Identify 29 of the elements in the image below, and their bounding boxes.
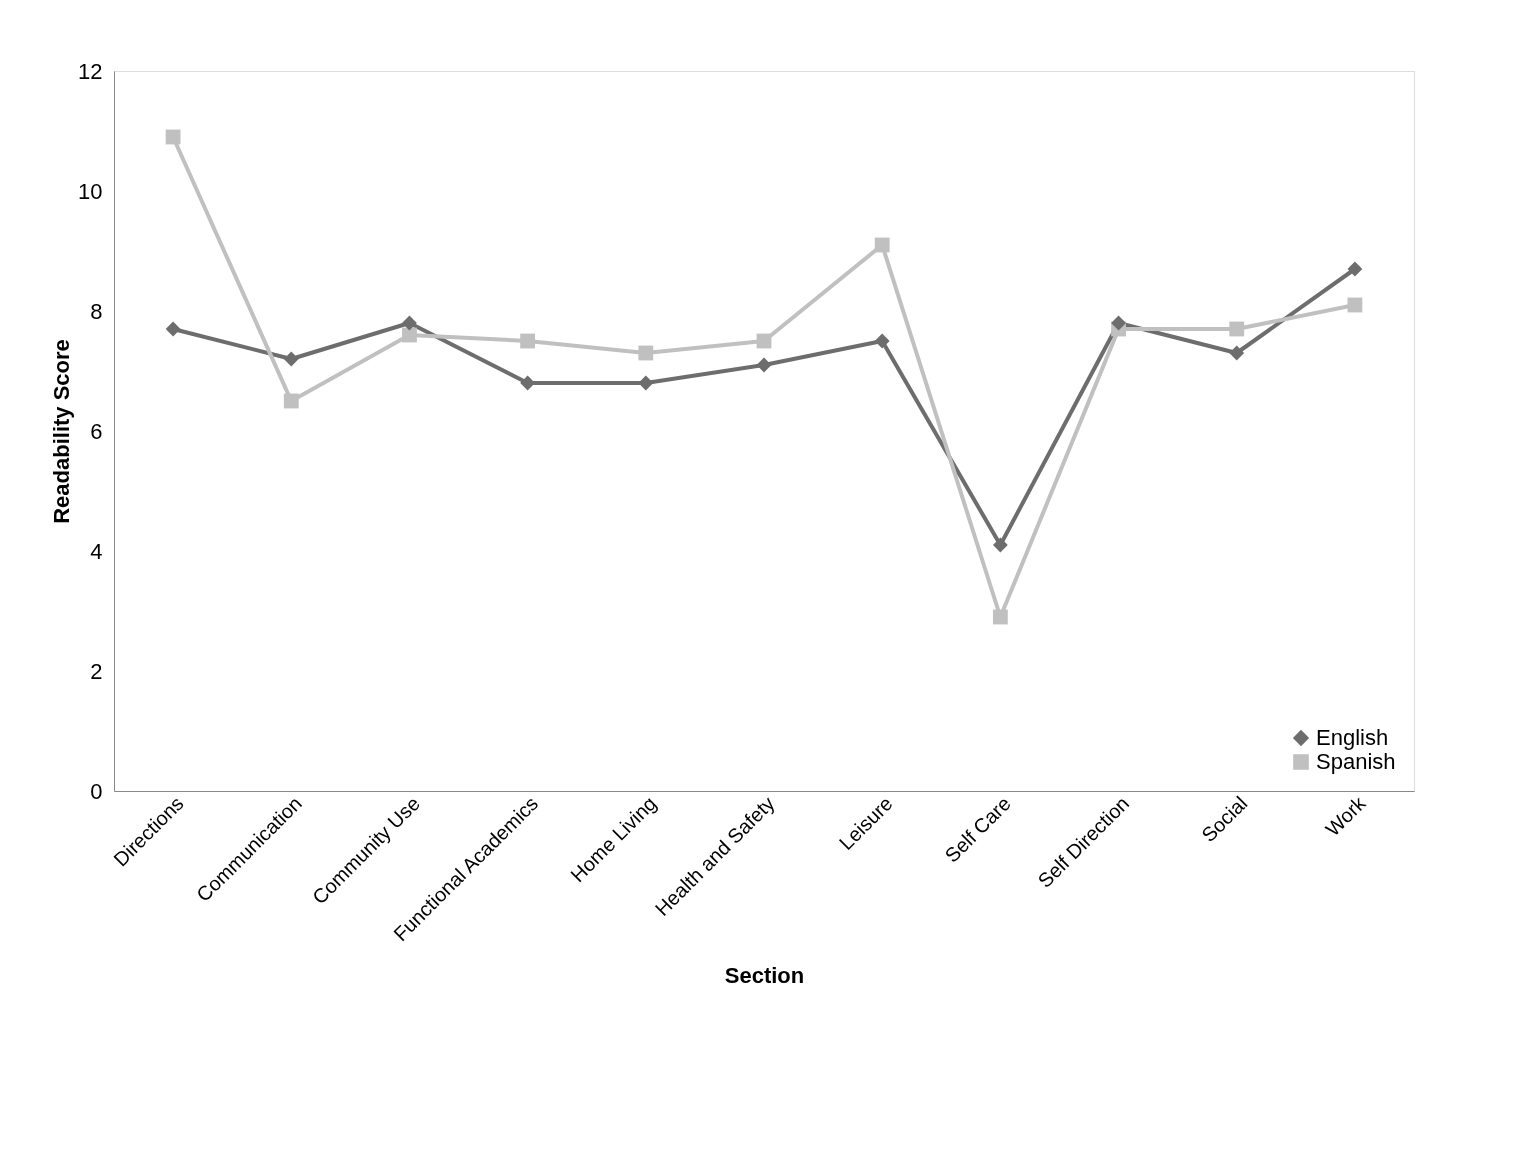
x-tick-label: Self Care	[940, 792, 1016, 867]
point	[520, 333, 536, 349]
y-tick-label: 8	[90, 298, 103, 324]
point	[992, 537, 1008, 553]
y-tick-label: 2	[90, 658, 103, 684]
legend-label: English	[1316, 725, 1389, 750]
legend-label: Spanish	[1316, 749, 1396, 774]
point	[638, 375, 654, 391]
point	[756, 357, 772, 373]
point	[1229, 321, 1245, 337]
point	[283, 351, 299, 367]
point	[1347, 297, 1363, 313]
y-tick-label: 12	[78, 58, 103, 84]
point	[165, 321, 181, 337]
y-tick-label: 0	[90, 778, 103, 804]
x-axis-title: Section	[724, 962, 805, 988]
y-tick-label: 6	[90, 418, 103, 444]
point	[1347, 261, 1363, 277]
y-tick-label: 4	[90, 538, 103, 564]
point	[874, 237, 890, 253]
point	[874, 333, 890, 349]
point	[992, 609, 1008, 625]
y-axis-title: Readability Score	[49, 339, 75, 524]
point	[1229, 345, 1245, 361]
point	[402, 327, 417, 343]
y-tick-label: 10	[78, 178, 103, 204]
point	[283, 393, 299, 409]
point	[165, 129, 181, 145]
point	[638, 345, 654, 361]
